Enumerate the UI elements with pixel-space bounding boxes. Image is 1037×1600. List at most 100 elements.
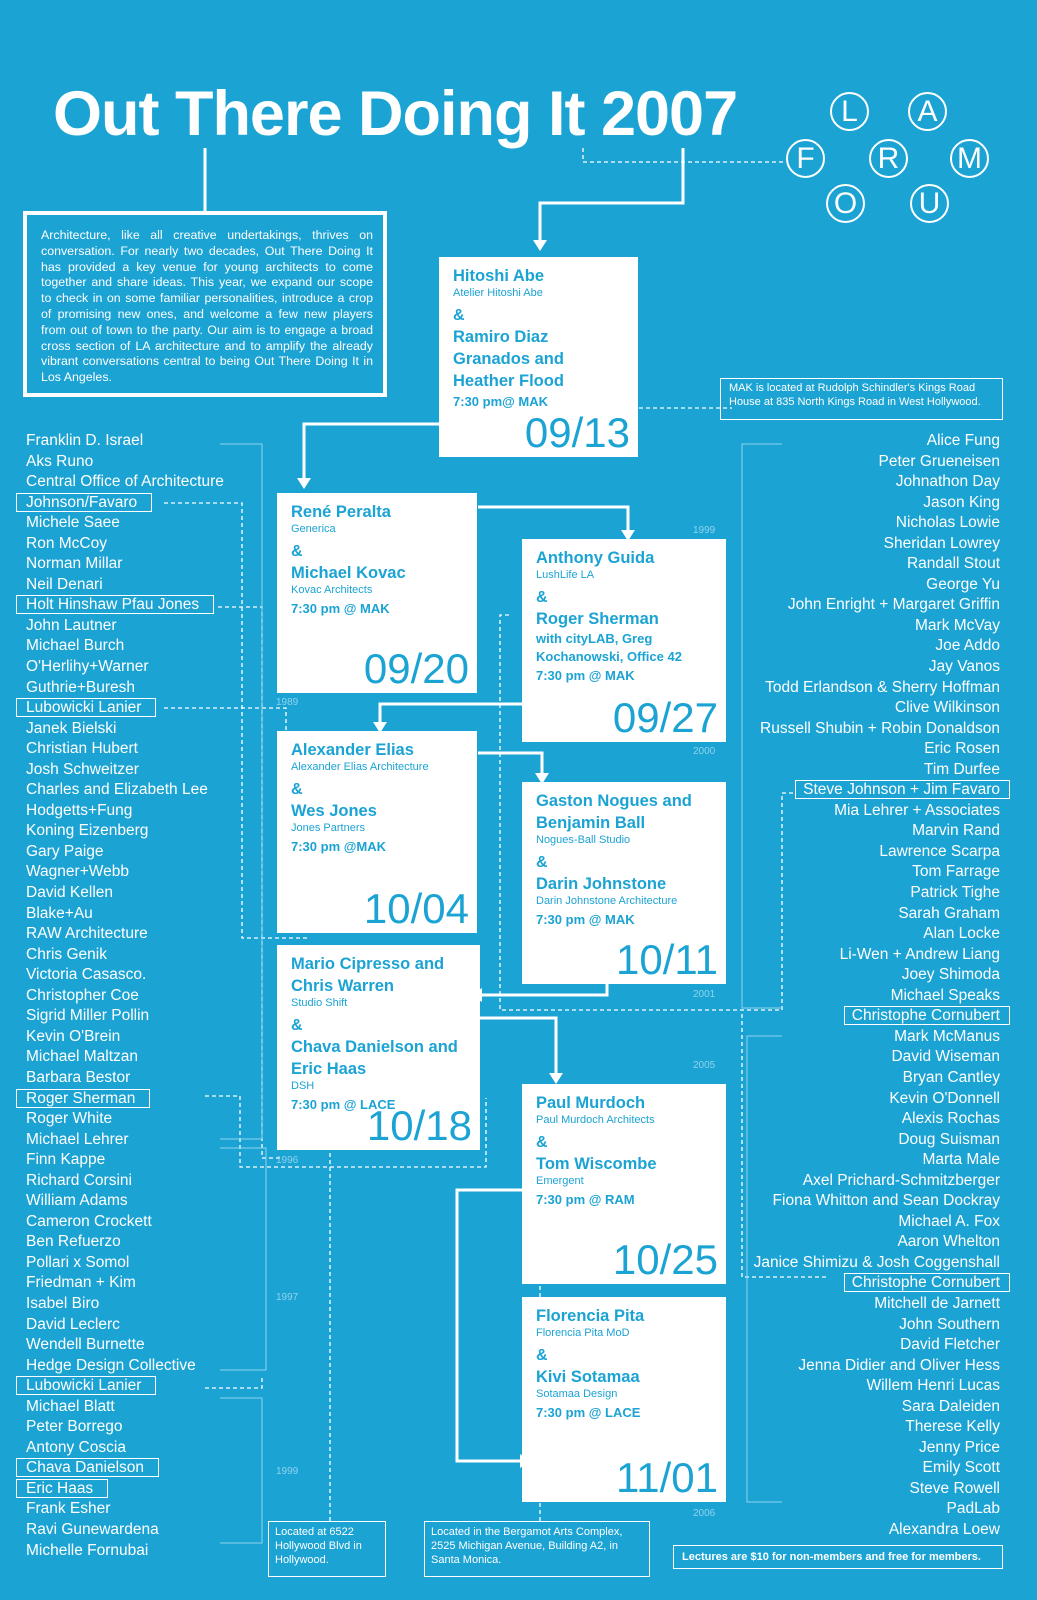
year-marker: 2006: [693, 1508, 716, 1519]
past-lecturer-name: Peter Grueneisen: [754, 452, 1001, 473]
logo-letter: M: [950, 139, 989, 178]
studio-name: Alexander Elias Architecture: [291, 761, 429, 773]
past-lecturer-name: Hedge Design Collective: [26, 1356, 224, 1377]
logo-letter: L: [830, 92, 869, 131]
past-lecturer-name: Emily Scott: [754, 1458, 1000, 1479]
past-lecturer-label: Mark McManus: [894, 1027, 1000, 1045]
ampersand: &: [536, 589, 548, 606]
past-lecturer-label: Norman Millar: [26, 555, 123, 573]
past-lecturer-name: John Enright + Margaret Griffin: [754, 595, 1000, 616]
lecture-card-0920: René Peralta Generica & Michael Kovac Ko…: [277, 493, 477, 693]
past-lecturer-name: RAW Architecture: [26, 924, 224, 945]
past-lecturer-label: Sara Daleiden: [901, 1397, 1000, 1415]
past-lecturer-name: David Leclerc: [26, 1315, 224, 1336]
year-marker: 2000: [693, 746, 716, 757]
lecture-date: 10/04: [363, 885, 469, 932]
past-lecturer-name: Alan Locke: [754, 924, 1000, 945]
intro-text: Architecture, like all creative undertak…: [23, 211, 387, 397]
past-lecturer-name: Charles and Elizabeth Lee: [26, 780, 224, 801]
lecture-card-1011: Gaston Nogues and Benjamin Ball Nogues-B…: [522, 782, 726, 984]
past-lecturer-label: George Yu: [926, 575, 1000, 593]
past-lecturer-name: Jay Vanos: [754, 657, 1000, 678]
speaker-name: Chava Danielson and Eric Haas: [291, 1038, 458, 1078]
past-lecturer-name: Wagner+Webb: [26, 862, 224, 883]
past-lecturer-name: John Southern: [754, 1315, 1000, 1336]
lecture-card-1025: Paul Murdoch Paul Murdoch Architects & T…: [522, 1084, 726, 1284]
past-lecturer-label: Christophe Cornubert: [843, 1006, 1011, 1026]
speaker-name: René Peralta: [291, 503, 391, 521]
past-lecturer-label: Mark McVay: [915, 616, 1000, 634]
past-lecturer-name: Michele Saee: [26, 513, 224, 534]
past-lecturer-label: Willem Henri Lucas: [866, 1377, 1000, 1395]
past-lecturer-label: Jenny Price: [919, 1438, 1000, 1456]
year-marker: 1999: [693, 525, 716, 536]
past-lecturer-name: Ron McCoy: [26, 534, 224, 555]
past-lecturer-name: Kevin O'Brein: [26, 1027, 224, 1048]
past-lecturer-label: Todd Erlandson & Sherry Hoffman: [765, 678, 1000, 696]
past-lecturer-name: Clive Wilkinson: [754, 698, 1000, 719]
past-lecturer-name: Chava Danielson: [15, 1458, 224, 1479]
page-title: Out There Doing It 2007: [53, 79, 738, 149]
past-lecturer-name: O'Herlihy+Warner: [26, 657, 224, 678]
lecture-time: 7:30 pm@ MAK: [453, 394, 549, 409]
speaker-name: Anthony Guida: [536, 549, 655, 567]
past-lecturer-label: Michael Speaks: [890, 986, 1000, 1004]
ampersand: &: [536, 1134, 548, 1151]
past-lecturer-name: Willem Henri Lucas: [754, 1376, 1000, 1397]
past-lecturer-name: Sheridan Lowrey: [754, 534, 1000, 555]
past-lecturer-name: Russell Shubin + Robin Donaldson: [754, 719, 1000, 740]
past-lecturer-name: Mitchell de Jarnett: [754, 1294, 1000, 1315]
past-lecturer-name: Janek Bielski: [26, 719, 224, 740]
lecture-date: 10/18: [366, 1102, 472, 1149]
past-lecturer-name: Frank Esher: [26, 1499, 224, 1520]
past-lecturer-name: Josh Schweitzer: [26, 760, 224, 781]
past-lecturer-name: Peter Borrego: [26, 1417, 224, 1438]
studio-name: Nogues-Ball Studio: [536, 834, 631, 846]
past-lecturer-name: Friedman + Kim: [26, 1273, 224, 1294]
past-lecturer-label: Michelle Fornubai: [26, 1541, 149, 1559]
fees-note: Lectures are $10 for non-members and fre…: [673, 1545, 1003, 1569]
past-lecturer-name: William Adams: [26, 1191, 224, 1212]
past-lecturer-name: Hodgetts+Fung: [26, 801, 224, 822]
studio-name: DSH: [291, 1080, 315, 1092]
past-lecturer-label: Antony Coscia: [26, 1438, 126, 1456]
studio-name: Kovac Architects: [291, 584, 373, 596]
lecture-card-1018: Mario Cipresso and Chris Warren Studio S…: [277, 945, 480, 1150]
past-lecturer-name: Mark McVay: [754, 616, 1000, 637]
past-lecturer-label: Wagner+Webb: [26, 863, 129, 881]
past-lecturer-label: Jay Vanos: [928, 658, 1000, 676]
lace-location-note: Located at 6522 Hollywood Blvd in Hollyw…: [268, 1521, 386, 1577]
past-lecturer-label: Janek Bielski: [26, 719, 117, 737]
past-lecturer-name: Roger White: [26, 1109, 224, 1130]
past-lecturer-name: Barbara Bestor: [26, 1068, 224, 1089]
past-lecturer-name: Eric Rosen: [754, 739, 1000, 760]
past-lecturer-label: Fiona Whitton and Sean Dockray: [772, 1192, 1000, 1210]
lecture-time: 7:30 pm @ RAM: [536, 1192, 635, 1207]
past-lecturer-name: Christophe Cornubert: [754, 1273, 1011, 1294]
speaker-name: Michael Kovac: [291, 564, 406, 582]
speaker-name: Hitoshi Abe: [453, 267, 545, 285]
past-lecturer-label: Alexis Rochas: [901, 1110, 1000, 1128]
past-lecturer-label: Russell Shubin + Robin Donaldson: [760, 719, 1000, 737]
past-lecturer-name: Sigrid Miller Pollin: [26, 1006, 224, 1027]
past-lecturer-label: Bryan Cantley: [902, 1068, 1000, 1086]
past-lecturer-label: Pollari x Somol: [26, 1253, 130, 1271]
ampersand: &: [291, 543, 303, 560]
past-lecturer-label: Peter Grueneisen: [878, 452, 1001, 470]
past-lecturer-label: Clive Wilkinson: [894, 699, 1000, 717]
past-lecturer-name: Sarah Graham: [754, 904, 1000, 925]
past-lecturer-name: Finn Kappe: [26, 1150, 224, 1171]
studio-name: Sotamaa Design: [536, 1388, 618, 1400]
past-lecturer-name: Michael Speaks: [754, 986, 1000, 1007]
past-lecturer-name: Jason King: [754, 493, 1000, 514]
past-lecturer-name: Alice Fung: [754, 431, 1000, 452]
past-lecturer-name: Lubowicki Lanier: [15, 1376, 224, 1397]
past-lecturer-label: Johnson/Favaro: [15, 492, 153, 512]
past-lecturer-label: Christopher Coe: [26, 986, 139, 1004]
past-lecturer-name: Holt Hinshaw Pfau Jones: [15, 595, 224, 616]
studio-name: LushLife LA: [536, 569, 595, 581]
past-lecturer-label: John Southern: [899, 1315, 1000, 1333]
lecture-time: 7:30 pm @ MAK: [291, 601, 390, 616]
past-lecturer-name: Christophe Cornubert: [754, 1006, 1011, 1027]
past-lecturer-name: Guthrie+Buresh: [26, 678, 224, 699]
